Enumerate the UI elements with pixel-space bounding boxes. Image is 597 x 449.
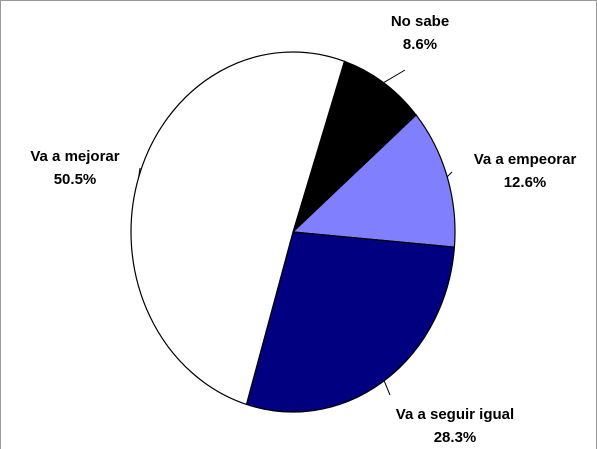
slice-label: Va a seguir igual — [396, 406, 514, 423]
slice-label: Va a empeorar — [474, 151, 577, 168]
slice-value: 8.6% — [403, 36, 437, 53]
slice-value: 28.3% — [434, 429, 477, 446]
leader-line — [138, 167, 141, 178]
leader-line — [383, 69, 406, 84]
pie-slice — [291, 114, 456, 248]
slice-label: Va a mejorar — [30, 148, 119, 165]
pie-slice — [245, 231, 456, 413]
slice-label: No sabe — [391, 13, 449, 30]
pie-slice — [291, 60, 417, 234]
slice-value: 50.5% — [54, 171, 97, 188]
leader-line — [446, 171, 453, 178]
leader-line — [383, 380, 391, 396]
slice-value: 12.6% — [504, 174, 547, 191]
